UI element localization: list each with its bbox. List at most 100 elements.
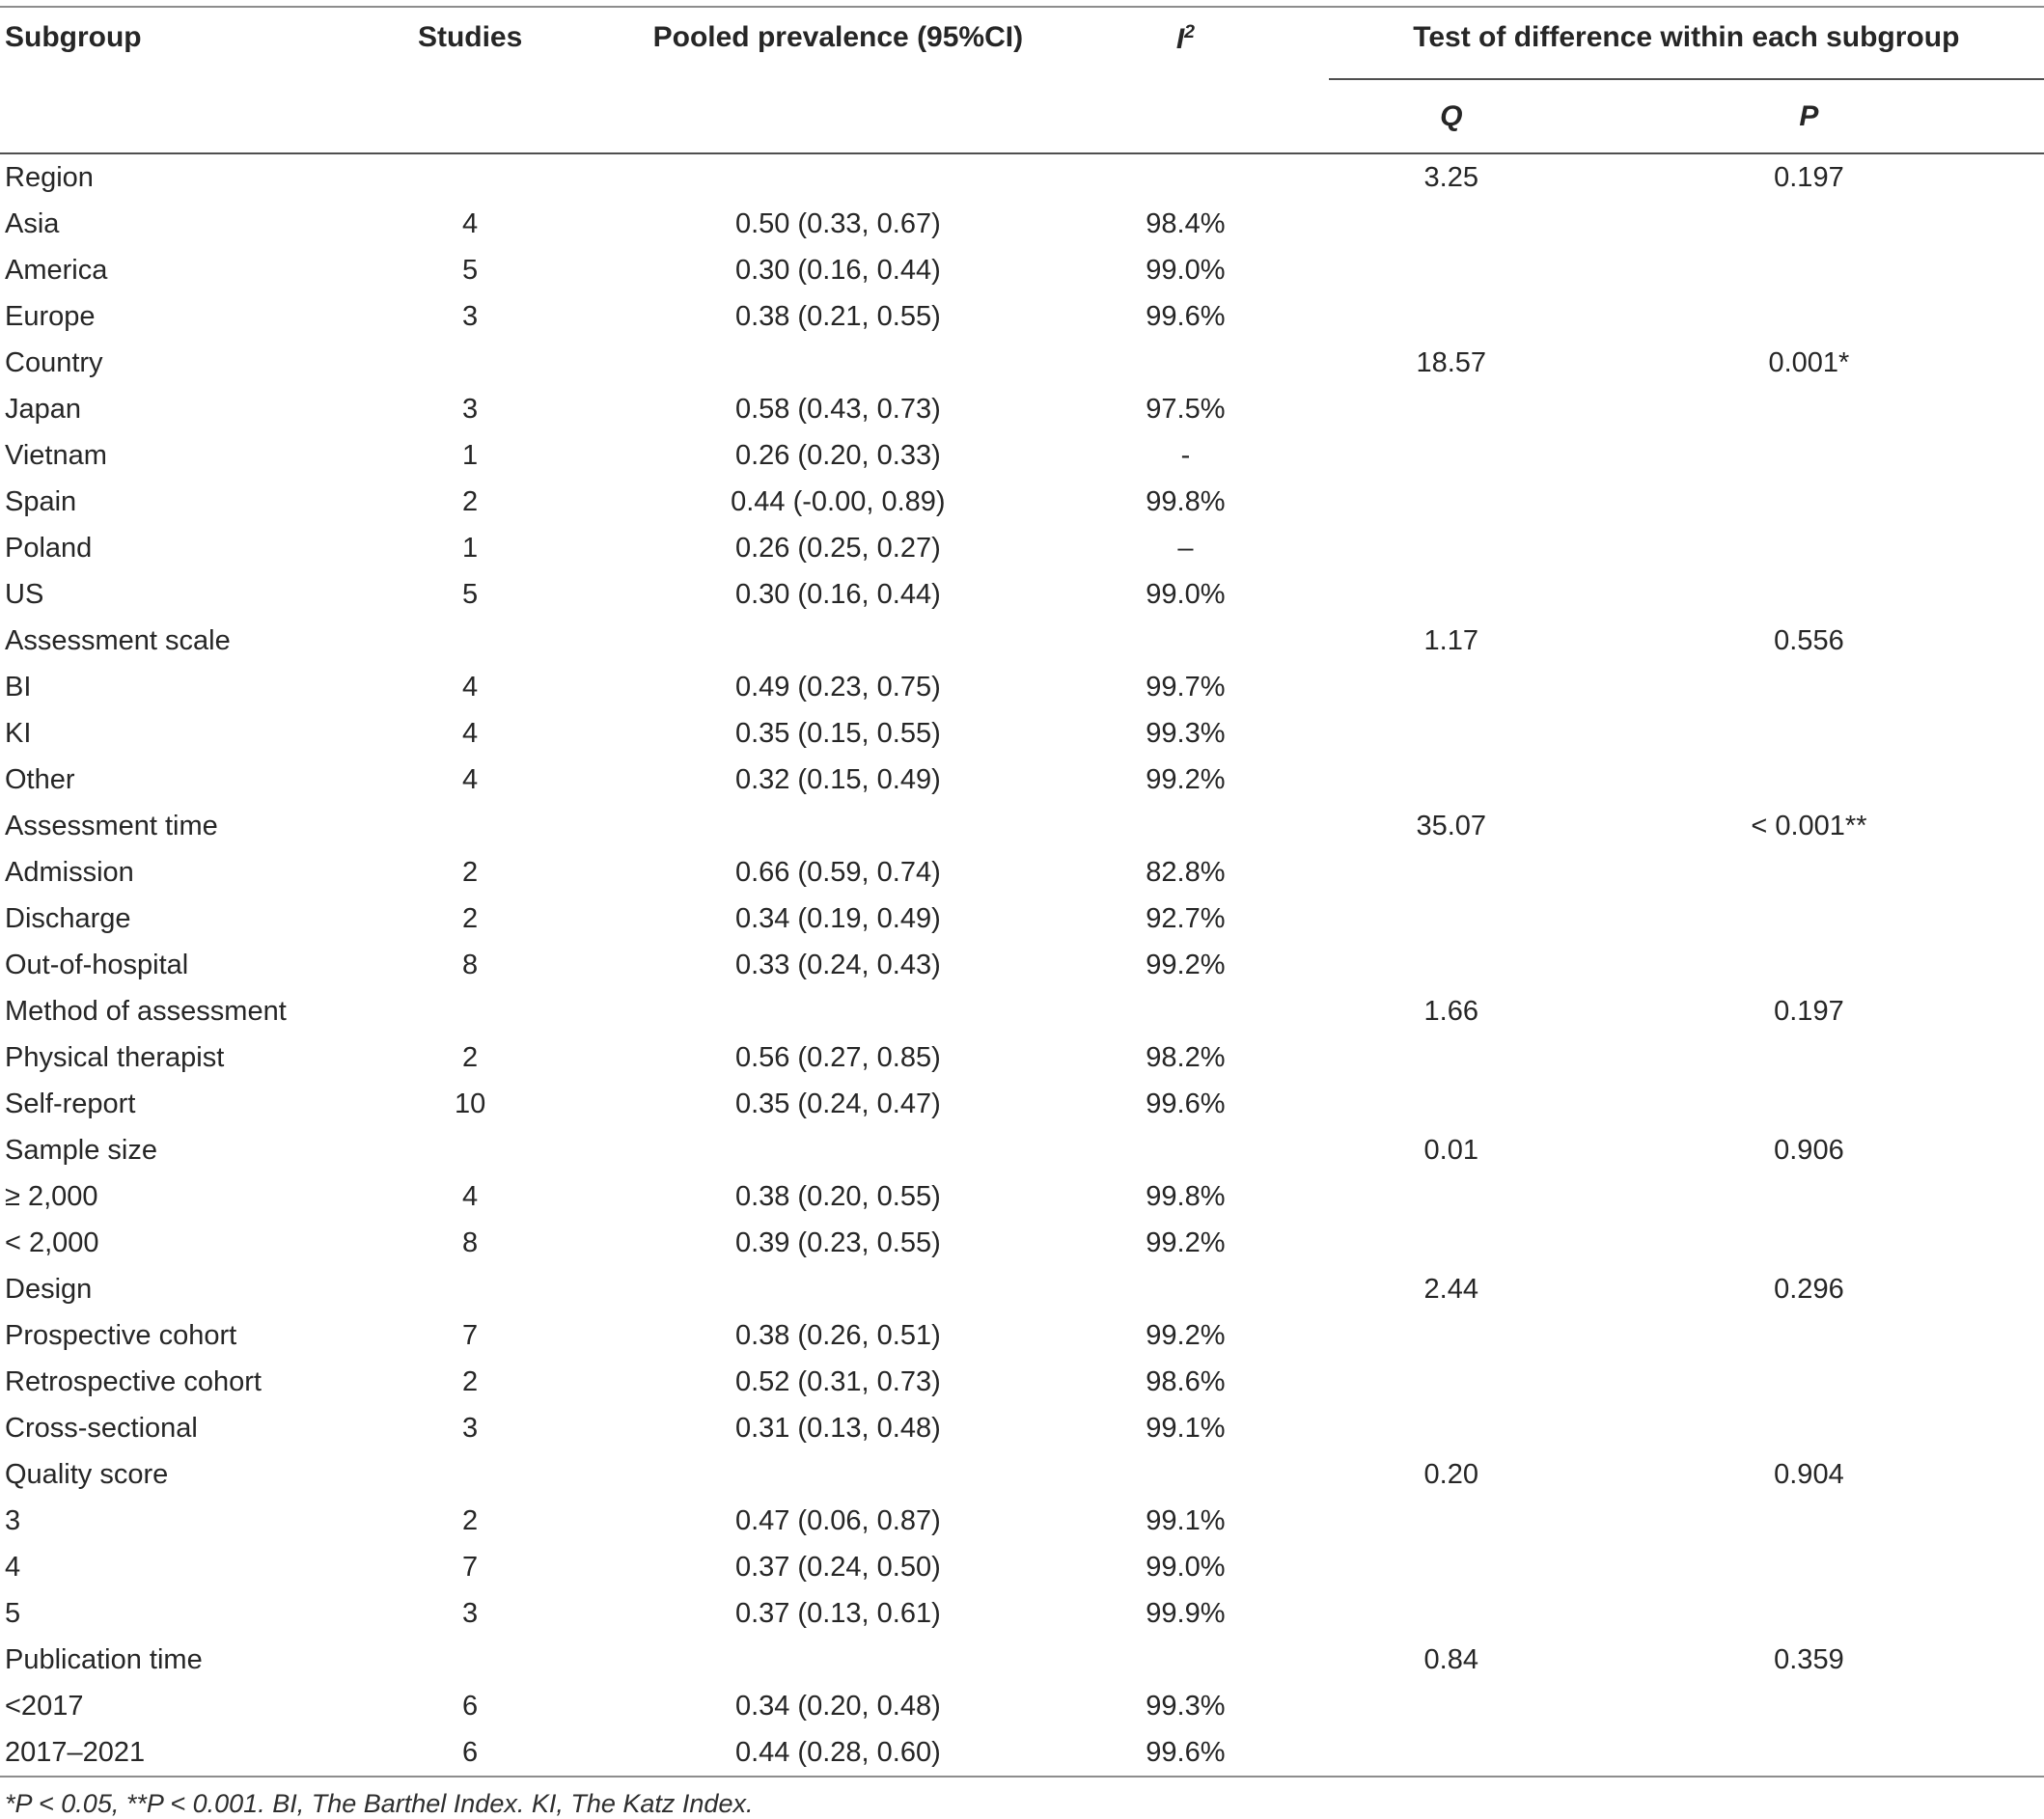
subgroup-cell: Country <box>5 346 103 378</box>
table-row: Spain 2 0.44 (-0.00, 0.89) 99.8% <box>0 479 2044 525</box>
q-cell <box>1329 757 1574 803</box>
q-cell <box>1329 1590 1574 1637</box>
i2-cell: 99.0% <box>1146 578 1226 610</box>
subgroup-cell: < 2,000 <box>5 1226 99 1258</box>
q-cell <box>1329 247 1574 293</box>
pooled-prevalence-cell: 0.30 (0.16, 0.44) <box>734 254 941 286</box>
i2-cell: 99.6% <box>1146 300 1226 332</box>
subgroup-cell: Poland <box>5 532 93 564</box>
table-body: Region 3.25 0.197 Asia 4 0.50 (0.33, 0.67) 98.… <box>0 153 2044 1777</box>
p-cell <box>1574 1034 2044 1081</box>
subgroup-cell: Method of assessment <box>5 995 287 1027</box>
i2-cell: - <box>1180 439 1191 471</box>
subgroup-cell: 5 <box>5 1597 21 1629</box>
pooled-prevalence-cell: 0.39 (0.23, 0.55) <box>734 1226 941 1258</box>
pooled-prevalence-cell: 0.49 (0.23, 0.75) <box>734 671 941 703</box>
p-cell: 0.001* <box>1768 346 1850 378</box>
pooled-prevalence-cell <box>634 1451 1043 1498</box>
q-cell <box>1329 1034 1574 1081</box>
pooled-prevalence-cell: 0.52 (0.31, 0.73) <box>734 1365 941 1397</box>
subgroup-cell: Assessment scale <box>5 624 231 656</box>
q-cell: 2.44 <box>1423 1273 1478 1305</box>
subgroup-cell: America <box>5 254 108 286</box>
subgroup-cell: Prospective cohort <box>5 1319 237 1351</box>
table-row: US 5 0.30 (0.16, 0.44) 99.0% <box>0 571 2044 618</box>
studies-cell: 2 <box>462 902 479 934</box>
i2-cell: 99.2% <box>1146 763 1226 795</box>
p-cell <box>1574 1081 2044 1127</box>
pooled-prevalence-cell: 0.38 (0.21, 0.55) <box>734 300 941 332</box>
q-cell <box>1329 1683 1574 1729</box>
pooled-prevalence-cell: 0.37 (0.13, 0.61) <box>734 1597 941 1629</box>
table-row: Discharge 2 0.34 (0.19, 0.49) 92.7% <box>0 896 2044 942</box>
q-cell <box>1329 432 1574 479</box>
subgroup-cell: Quality score <box>5 1458 169 1490</box>
pooled-prevalence-cell <box>634 153 1043 201</box>
q-cell <box>1329 1173 1574 1220</box>
pooled-prevalence-cell <box>634 803 1043 849</box>
table-row: Europe 3 0.38 (0.21, 0.55) 99.6% <box>0 293 2044 340</box>
studies-cell: 8 <box>462 949 479 980</box>
col-header-test-of-difference: Test of difference within each subgroup <box>1328 7 2044 80</box>
studies-cell: 4 <box>462 763 479 795</box>
p-cell <box>1574 896 2044 942</box>
i2-cell: 99.1% <box>1146 1504 1226 1536</box>
p-cell <box>1574 1729 2044 1777</box>
p-cell <box>1574 571 2044 618</box>
p-cell: 0.906 <box>1774 1134 1844 1166</box>
pooled-prevalence-cell: 0.35 (0.24, 0.47) <box>734 1088 941 1119</box>
subgroup-cell: BI <box>5 671 32 703</box>
p-cell <box>1574 1359 2044 1405</box>
q-cell: 1.66 <box>1423 995 1478 1027</box>
q-cell <box>1329 942 1574 988</box>
pooled-prevalence-cell: 0.38 (0.20, 0.55) <box>734 1180 941 1212</box>
table-row: Japan 3 0.58 (0.43, 0.73) 97.5% <box>0 386 2044 432</box>
table-row: Method of assessment 1.66 0.197 <box>0 988 2044 1034</box>
studies-cell <box>307 153 634 201</box>
subgroup-cell: Retrospective cohort <box>5 1365 262 1397</box>
i2-cell <box>1042 1451 1329 1498</box>
i2-cell: 99.7% <box>1146 671 1226 703</box>
studies-cell <box>307 1637 634 1683</box>
table-row: Region 3.25 0.197 <box>0 153 2044 201</box>
table-row: < 2,000 8 0.39 (0.23, 0.55) 99.2% <box>0 1220 2044 1266</box>
studies-cell: 1 <box>462 439 479 471</box>
i2-cell <box>1042 988 1329 1034</box>
subgroup-cell: KI <box>5 717 32 749</box>
subgroup-cell: US <box>5 578 44 610</box>
pooled-prevalence-cell <box>634 618 1043 664</box>
i2-cell: 99.6% <box>1146 1088 1226 1119</box>
pooled-prevalence-cell: 0.37 (0.24, 0.50) <box>734 1551 941 1583</box>
i2-cell: 98.4% <box>1146 207 1226 239</box>
p-cell <box>1574 1683 2044 1729</box>
q-cell: 35.07 <box>1416 810 1487 841</box>
subgroup-cell: Design <box>5 1273 93 1305</box>
subgroup-cell: Assessment time <box>5 810 218 841</box>
pooled-prevalence-cell: 0.30 (0.16, 0.44) <box>734 578 941 610</box>
p-cell <box>1574 432 2044 479</box>
p-cell <box>1574 1220 2044 1266</box>
p-cell <box>1574 1173 2044 1220</box>
header-spacer <box>0 79 307 154</box>
subgroup-cell: Asia <box>5 207 60 239</box>
p-cell <box>1574 1544 2044 1590</box>
studies-cell: 5 <box>462 578 479 610</box>
q-cell <box>1329 1544 1574 1590</box>
subgroup-cell: Physical therapist <box>5 1041 225 1073</box>
table-row: Out-of-hospital 8 0.33 (0.24, 0.43) 99.2% <box>0 942 2044 988</box>
table-row: KI 4 0.35 (0.15, 0.55) 99.3% <box>0 710 2044 757</box>
subgroup-cell: Sample size <box>5 1134 157 1166</box>
studies-cell: 8 <box>462 1226 479 1258</box>
studies-cell: 10 <box>454 1088 486 1119</box>
pooled-prevalence-cell: 0.34 (0.20, 0.48) <box>734 1690 941 1722</box>
q-cell: 3.25 <box>1423 161 1478 193</box>
q-cell <box>1329 1498 1574 1544</box>
p-cell <box>1574 942 2044 988</box>
studies-cell: 6 <box>462 1690 479 1722</box>
p-cell: 0.904 <box>1774 1458 1844 1490</box>
table-row: Quality score 0.20 0.904 <box>0 1451 2044 1498</box>
p-cell <box>1574 710 2044 757</box>
pooled-prevalence-cell: 0.26 (0.20, 0.33) <box>734 439 941 471</box>
q-cell <box>1329 1220 1574 1266</box>
i2-cell <box>1042 340 1329 386</box>
